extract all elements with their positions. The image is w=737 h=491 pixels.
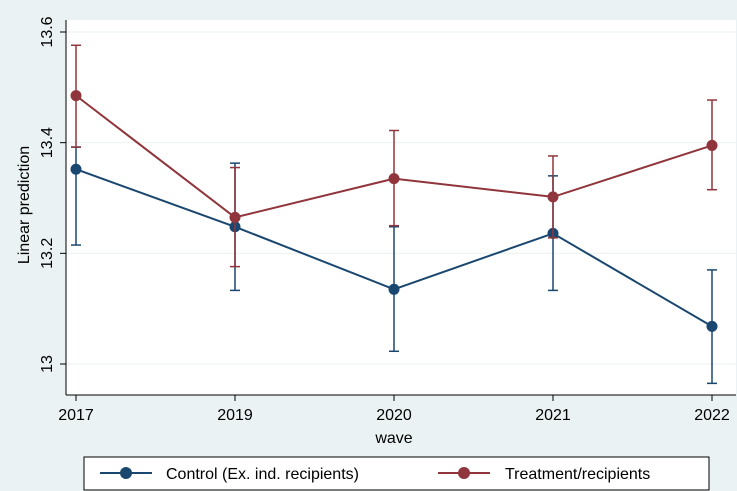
y-tick-label-13.4: 13.4	[39, 127, 56, 158]
x-tick-label-2017: 2017	[58, 407, 94, 424]
legend-label-control: Control (Ex. ind. recipients)	[166, 466, 359, 483]
x-ticks: 2017 2019 2020 2021 2022	[58, 395, 730, 424]
x-axis-title: wave	[374, 430, 412, 447]
x-tick-label-2019: 2019	[217, 407, 253, 424]
legend-marker-treatment	[458, 467, 470, 479]
data-point-0-4	[706, 320, 718, 332]
x-tick-label-2020: 2020	[376, 407, 412, 424]
data-point-1-2	[388, 173, 400, 185]
legend-box	[83, 456, 710, 491]
legend: Control (Ex. ind. recipients) Treatment/…	[83, 456, 710, 491]
data-point-1-0	[70, 90, 82, 102]
series-1	[70, 44, 718, 268]
data-point-0-2	[388, 283, 400, 295]
gridlines	[66, 31, 736, 365]
x-tick-label-2021: 2021	[535, 407, 571, 424]
series-layer	[70, 44, 718, 385]
plot-area	[66, 20, 736, 395]
y-tick-label-13.2: 13.2	[39, 238, 56, 269]
x-tick-label-2022: 2022	[694, 407, 730, 424]
y-ticks: 13 13.2 13.4 13.6	[39, 16, 66, 373]
y-tick-label-13: 13	[39, 355, 56, 373]
y-axis-title: Linear prediction	[16, 146, 33, 264]
legend-label-treatment: Treatment/recipients	[505, 466, 650, 483]
data-point-0-0	[70, 163, 82, 175]
data-point-1-4	[706, 139, 718, 151]
data-point-1-3	[547, 191, 559, 203]
series-0	[70, 146, 718, 385]
legend-marker-control	[120, 467, 132, 479]
y-tick-label-13.6: 13.6	[39, 16, 56, 47]
data-point-1-1	[229, 211, 241, 223]
